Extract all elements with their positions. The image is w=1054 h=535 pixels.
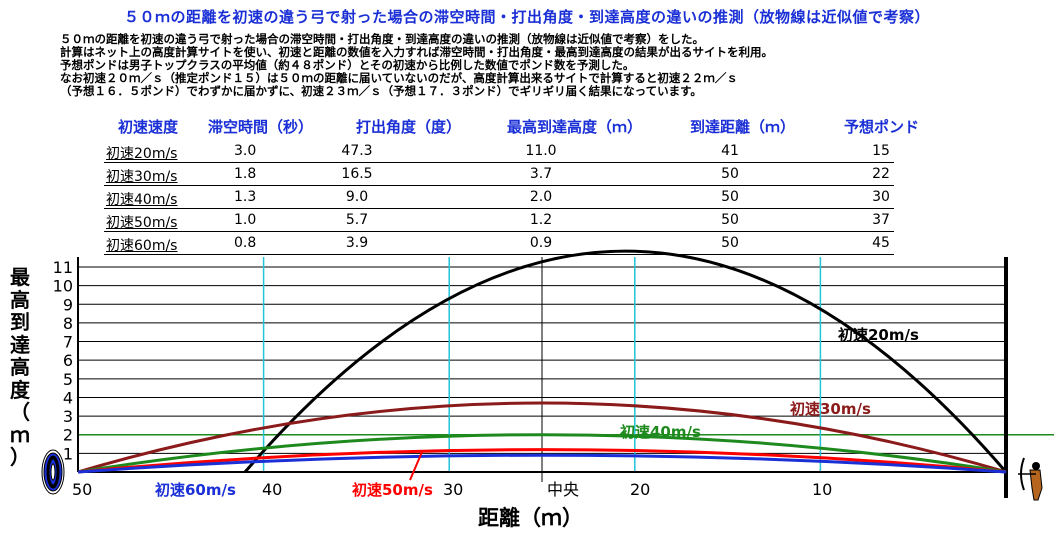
y-axis-title-char: 高: [10, 287, 30, 312]
series-line: [243, 249, 1008, 473]
y-tick-label: 8: [63, 314, 73, 333]
cell-pound: 37: [872, 212, 890, 228]
series-line: [77, 401, 1007, 474]
table-row: 初速30m/s 1.8 16.5 3.7 50 22: [104, 163, 894, 186]
page-title: ５０ｍの距離を初速の違う弓で射った場合の滞空時間・打出角度・到達高度の違いの推測…: [123, 8, 930, 26]
x-tick-label: 30: [443, 480, 463, 499]
header-distance: 到達距離（ｍ）: [690, 118, 796, 136]
y-axis-title-char: 達: [10, 332, 30, 357]
description-line: 予想ポンドは男子トップクラスの平均値（約４８ポンド）とその初速から比例した数値で…: [60, 58, 635, 72]
cell-pound: 45: [872, 235, 890, 251]
y-axis-title: 最高到達高度（ｍ）: [7, 266, 33, 469]
cell-pound: 22: [872, 166, 890, 182]
cell-time: 0.8: [234, 235, 257, 251]
description-line: （予想１６．５ポンド）でわずかに届かずに、初速２３ｍ／ｓ（予想１７．３ポンド）で…: [60, 84, 702, 98]
table-row: 初速20m/s 3.0 47.3 11.0 41 15: [104, 140, 894, 163]
header-time: 滞空時間（秒）: [208, 118, 314, 136]
cell-distance: 50: [721, 235, 739, 251]
x-axis-title: 距離（ｍ）: [478, 506, 583, 530]
cell-name: 初速20m/s: [106, 146, 178, 162]
series-line: [77, 448, 1007, 474]
header-pound: 予想ポンド: [844, 118, 920, 136]
cell-time: 3.0: [234, 143, 257, 159]
cell-name: 初速40m/s: [106, 192, 178, 208]
cell-name: 初速50m/s: [106, 215, 178, 231]
y-axis-title-char: ）: [10, 445, 30, 469]
header-speed: 初速速度: [118, 118, 179, 136]
table-row: 初速40m/s 1.3 9.0 2.0 50 30: [104, 186, 894, 209]
y-axis-title-char: （: [10, 400, 30, 424]
cell-angle: 47.3: [341, 143, 373, 159]
cell-time: 1.3: [234, 189, 257, 205]
cell-distance: 41: [721, 143, 739, 159]
table-row: 初速60m/s 0.8 3.9 0.9 50 45: [104, 232, 894, 255]
y-axis-title-char: ｍ: [10, 422, 30, 447]
label-pointer: [409, 451, 423, 481]
cell-time: 1.8: [234, 166, 257, 182]
cell-angle: 9.0: [345, 189, 369, 205]
y-axis-title-char: 高: [10, 355, 30, 379]
target-icon: [50, 463, 56, 481]
y-axis-title-char: 度: [10, 377, 30, 402]
archer-icon: [1029, 469, 1043, 501]
cell-height: 3.7: [529, 166, 553, 182]
cell-pound: 30: [872, 189, 890, 205]
y-axis-title-char: 到: [10, 310, 30, 334]
description-line: ５０ｍの距離を初速の違う弓で射った場合の滞空時間・打出角度・到達高度の違いの推測…: [60, 32, 704, 46]
cell-angle: 5.7: [345, 212, 369, 228]
header-angle: 打出角度（度）: [356, 118, 462, 136]
series-label: 初速50m/s: [352, 481, 433, 499]
description-line: なお初速２０ｍ／ｓ（推定ポンド１５）は５０ｍの距離に届いていないのだが、高度計算…: [60, 71, 738, 85]
y-axis-title-char: 最: [10, 265, 30, 289]
x-tick-label: 50: [72, 480, 92, 499]
y-tick-label: 9: [63, 295, 73, 314]
table-row: 初速50m/s 1.0 5.7 1.2 50 37: [104, 209, 894, 232]
x-tick-label: 40: [262, 480, 282, 499]
cell-angle: 3.9: [345, 235, 369, 251]
header-height: 最高到達高度（ｍ）: [507, 118, 643, 136]
x-tick-label: 10: [812, 480, 832, 499]
y-tick-label: 6: [63, 351, 73, 370]
y-tick-label: 3: [63, 407, 73, 426]
cell-height: 2.0: [529, 189, 553, 205]
archer-icon: [1032, 462, 1040, 470]
y-tick-label: 1: [63, 444, 73, 463]
x-tick-label: 20: [630, 480, 650, 499]
y-tick-label: 4: [63, 388, 73, 407]
cell-distance: 50: [721, 212, 739, 228]
y-tick-label: 10: [53, 277, 73, 296]
series-label: 初速60m/s: [155, 481, 236, 499]
series-line: [77, 433, 1007, 474]
cell-name: 初速30m/s: [106, 169, 178, 185]
cell-height: 0.9: [529, 235, 553, 251]
y-tick-label: 7: [63, 333, 73, 352]
cell-height: 11.0: [525, 143, 557, 159]
x-tick-label: 中央: [547, 480, 579, 499]
y-tick-label: 11: [53, 258, 73, 277]
cell-name: 初速60m/s: [106, 238, 178, 254]
cell-pound: 15: [872, 143, 890, 159]
y-tick-label: 5: [63, 370, 73, 389]
cell-distance: 50: [721, 189, 739, 205]
description: ５０ｍの距離を初速の違う弓で射った場合の滞空時間・打出角度・到達高度の違いの推測…: [60, 33, 773, 98]
y-tick-label: 2: [63, 426, 73, 445]
description-line: 計算はネット上の高度計算サイトを使い、初速と距離の数値を入力すれば滞空時間・打出…: [60, 45, 773, 59]
series-label: 初速30m/s: [790, 400, 871, 418]
cell-distance: 50: [721, 166, 739, 182]
series-line: [77, 453, 1007, 474]
series-label: 初速40m/s: [620, 423, 701, 441]
cell-height: 1.2: [529, 212, 553, 228]
cell-angle: 16.5: [341, 166, 373, 182]
series-label: 初速20m/s: [838, 326, 919, 344]
cell-time: 1.0: [234, 212, 257, 228]
